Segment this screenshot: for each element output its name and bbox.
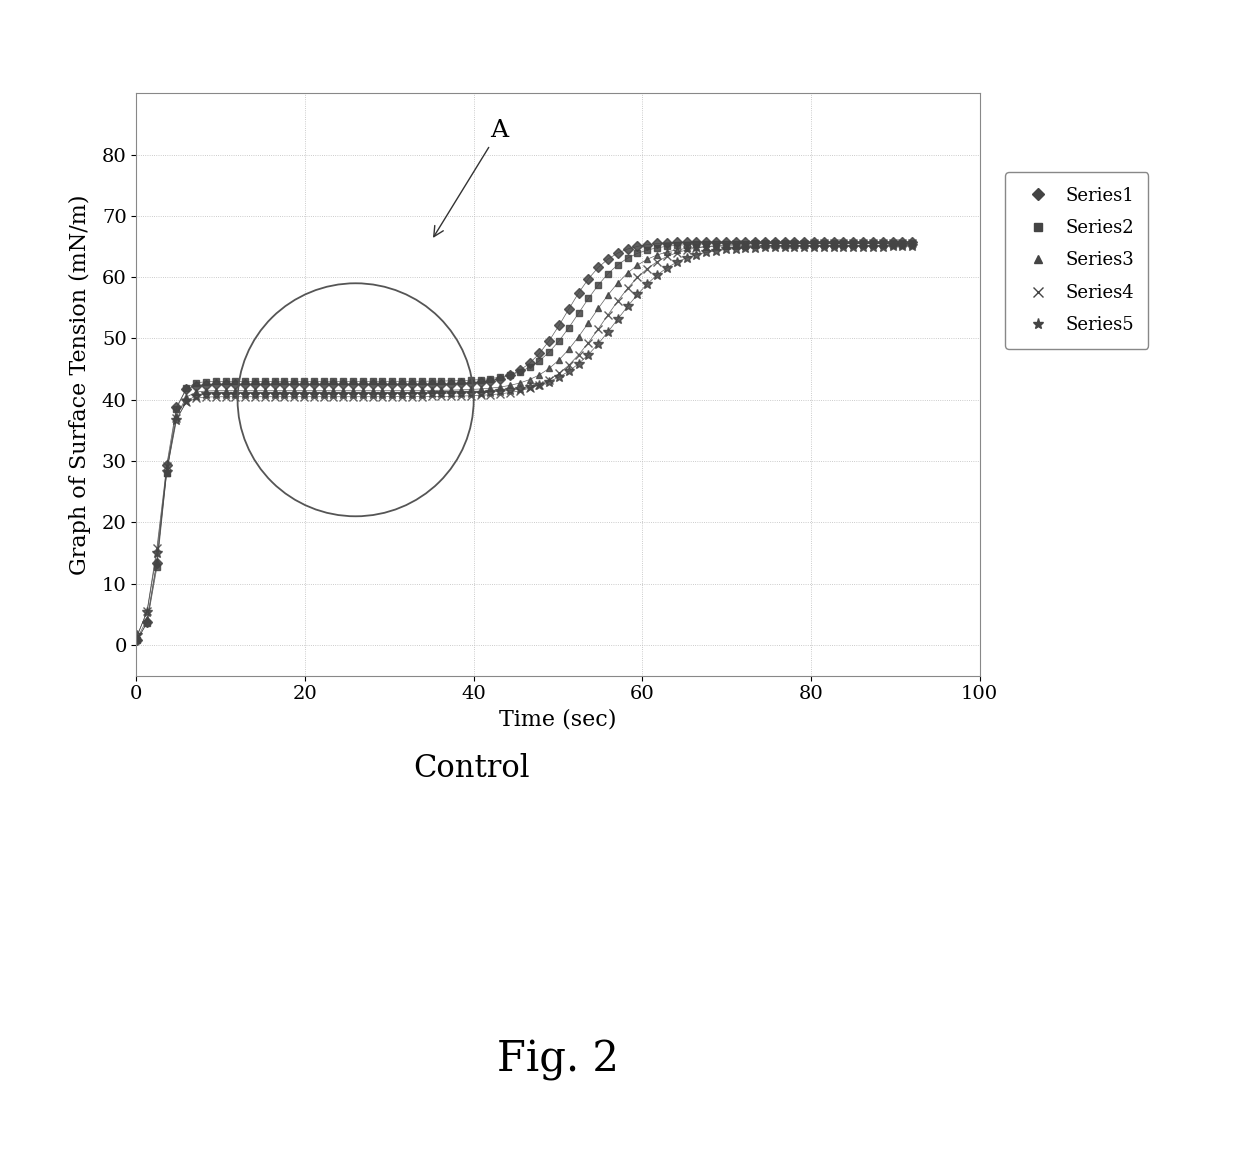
Text: Control: Control [413,754,529,784]
X-axis label: Time (sec): Time (sec) [500,709,616,730]
Text: A: A [434,119,508,236]
Y-axis label: Graph of Surface Tension (mN/m): Graph of Surface Tension (mN/m) [68,195,91,574]
Legend: Series1, Series2, Series3, Series4, Series5: Series1, Series2, Series3, Series4, Seri… [1006,172,1148,348]
Text: Fig. 2: Fig. 2 [497,1039,619,1081]
